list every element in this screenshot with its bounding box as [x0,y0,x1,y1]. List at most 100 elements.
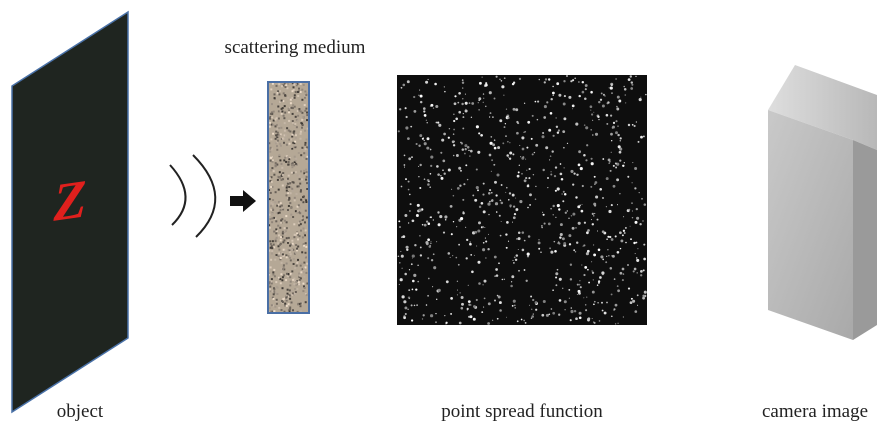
speckle [458,110,462,114]
speckle [287,96,290,99]
speckle [279,278,282,281]
speckle [430,216,432,219]
speckle [269,191,272,194]
speckle [296,119,299,122]
speckle [463,183,466,186]
speckle [554,189,557,192]
speckle [507,116,510,120]
speckle [277,188,280,191]
speckle [297,204,300,207]
speckle [282,297,285,300]
speckle [457,263,460,266]
speckle [618,99,622,103]
speckle [273,97,276,100]
speckle [305,178,308,181]
speckle [280,267,283,270]
speckle [575,227,577,229]
speckle [496,294,499,297]
speckle [563,243,567,247]
speckle [477,189,479,192]
speckle [515,254,519,257]
speckle [558,277,562,281]
speckle [271,250,274,253]
speckle [272,110,275,113]
speckle [293,199,296,202]
speckle [283,227,286,230]
speckle [615,131,618,135]
speckle [405,178,407,181]
speckle [285,84,288,87]
speckle [436,298,438,300]
speckle [300,198,303,201]
speckle [286,292,289,295]
speckle [295,264,298,267]
speckle [289,186,292,189]
object-label: object [57,401,104,421]
speckle [275,298,278,301]
speckle [599,276,602,279]
speckle [298,275,301,278]
speckle [271,185,274,188]
speckle [274,96,277,99]
speckle [274,217,277,220]
camera-front [768,110,853,340]
speckle [569,263,573,266]
speckle [477,229,481,233]
speckle [483,297,486,300]
speckle [283,82,286,85]
speckle [403,154,406,157]
speckle [277,90,280,93]
speckle [302,84,305,86]
speckle [425,80,429,84]
speckle [280,107,283,110]
speckle [272,119,275,122]
speckle [272,273,275,276]
speckle [271,82,274,85]
speckle [289,276,292,279]
speckle [303,244,306,247]
speckle [402,235,406,239]
speckle [605,206,607,208]
speckle [280,219,283,222]
speckle [460,142,464,145]
speckle [296,247,298,250]
speckle [271,159,274,162]
speckle [293,233,296,236]
speckle [615,120,618,123]
speckle [593,215,595,217]
speckle [552,204,555,208]
speckle [455,154,459,157]
speckle [455,117,458,121]
speckle [619,140,622,142]
speckle [291,90,294,93]
speckle [276,163,279,166]
speckle [461,148,465,151]
speckle [516,131,519,135]
speckle [404,312,407,316]
speckle [298,178,301,181]
speckle [287,236,290,239]
speckle [488,200,491,203]
speckle [303,287,306,289]
speckle [482,210,486,214]
speckle [636,258,640,262]
speckle [439,215,443,219]
speckle [585,159,588,162]
speckle [278,171,281,174]
speckle [302,195,305,198]
speckle [496,317,499,320]
speckle [523,269,526,271]
speckle [287,129,290,132]
speckle [285,256,288,259]
speckle [277,135,280,138]
speckle [627,287,631,290]
speckle [271,217,274,220]
speckle [609,267,613,270]
speckle [297,114,300,117]
speckle [305,216,308,219]
speckle [458,321,462,325]
speckle [271,167,274,170]
speckle [409,203,412,206]
speckle [272,123,275,126]
speckle [606,102,609,105]
